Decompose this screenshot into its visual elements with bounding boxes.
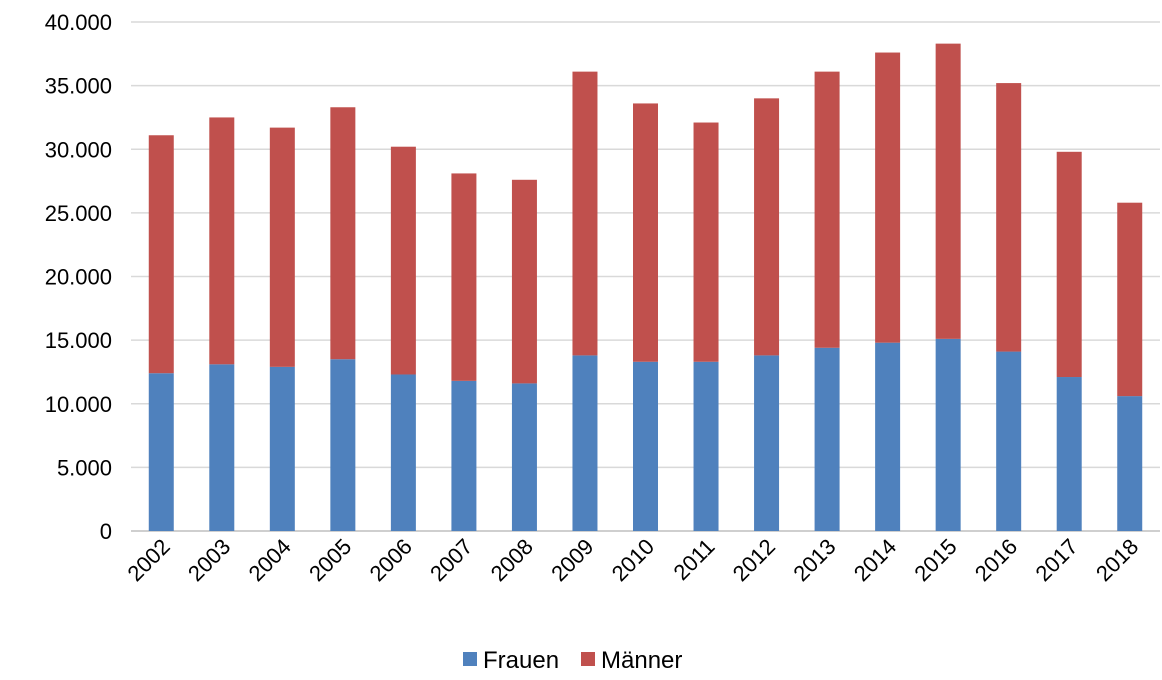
bar-frauen-2018 — [1117, 396, 1143, 531]
bar-frauen-2011 — [693, 361, 719, 531]
legend-label-frauen: Frauen — [483, 647, 559, 674]
x-axis-tick-labels: 2002 2003 2004 2005 2006 2007 2008 2009 2010 2011… — [123, 534, 1144, 586]
x-tick-label: 2018 — [1091, 534, 1143, 586]
x-tick-label: 2012 — [728, 534, 780, 586]
bar-frauen-2004 — [269, 366, 295, 531]
y-tick-label: 30.000 — [45, 137, 112, 162]
y-tick-label: 10.000 — [45, 392, 112, 417]
bar-m-nner-2009 — [572, 71, 598, 356]
bar-m-nner-2002 — [148, 135, 174, 374]
x-tick-label: 2016 — [970, 534, 1022, 586]
x-tick-label: 2004 — [244, 534, 296, 586]
bar-m-nner-2014 — [875, 52, 901, 343]
legend: Frauen Männer — [463, 647, 682, 674]
bar-frauen-2009 — [572, 355, 598, 531]
x-tick-label: 2014 — [849, 534, 901, 586]
x-tick-label: 2006 — [365, 534, 417, 586]
bar-m-nner-2007 — [451, 173, 477, 381]
bar-m-nner-2012 — [754, 98, 780, 356]
bar-frauen-2010 — [633, 361, 658, 531]
x-tick-label: 2008 — [486, 534, 538, 586]
y-tick-label: 5.000 — [57, 455, 112, 480]
bar-m-nner-2005 — [330, 107, 356, 360]
bar-m-nner-2004 — [269, 127, 295, 367]
bar-m-nner-2006 — [390, 146, 416, 375]
bar-frauen-2017 — [1056, 377, 1082, 531]
bar-frauen-2012 — [754, 355, 780, 531]
y-tick-label: 25.000 — [45, 201, 112, 226]
bar-frauen-2006 — [390, 374, 416, 531]
x-tick-label: 2005 — [304, 534, 356, 586]
x-tick-label: 2009 — [546, 534, 598, 586]
bar-m-nner-2015 — [935, 43, 961, 339]
bar-frauen-2008 — [511, 383, 537, 531]
bar-m-nner-2018 — [1117, 202, 1143, 397]
x-tick-label: 2010 — [607, 534, 659, 586]
bar-m-nner-2013 — [814, 71, 840, 348]
bar-frauen-2007 — [451, 380, 477, 531]
bar-frauen-2013 — [814, 347, 840, 531]
bars — [148, 43, 1143, 531]
y-tick-label: 20.000 — [45, 265, 112, 290]
x-tick-label: 2007 — [425, 534, 477, 586]
bar-m-nner-2003 — [209, 117, 235, 365]
bar-frauen-2016 — [996, 351, 1022, 531]
bar-m-nner-2016 — [996, 83, 1022, 352]
legend-swatch-m-nner — [581, 652, 595, 666]
legend-label-m-nner: Männer — [601, 647, 682, 674]
x-tick-label: 2002 — [123, 534, 175, 586]
bar-frauen-2003 — [209, 364, 235, 531]
y-tick-label: 15.000 — [45, 328, 112, 353]
bar-frauen-2002 — [148, 373, 174, 531]
x-tick-label: 2013 — [788, 534, 840, 586]
y-tick-label: 40.000 — [45, 10, 112, 35]
y-tick-label: 0 — [100, 519, 112, 544]
x-tick-label: 2003 — [183, 534, 235, 586]
x-tick-label: 2015 — [909, 534, 961, 586]
bar-frauen-2005 — [330, 359, 356, 531]
legend-swatch-frauen — [463, 652, 477, 666]
bar-m-nner-2017 — [1056, 151, 1082, 378]
x-tick-label: 2011 — [668, 534, 719, 585]
y-axis-tick-labels: 0 5.000 10.000 15.000 20.000 25.000 30.000 35.0… — [45, 10, 112, 544]
bar-m-nner-2010 — [633, 103, 658, 362]
bar-m-nner-2011 — [693, 122, 719, 362]
bar-m-nner-2008 — [511, 179, 537, 384]
bar-frauen-2014 — [875, 342, 901, 531]
x-tick-label: 2017 — [1030, 534, 1082, 586]
bar-frauen-2015 — [935, 338, 961, 531]
y-tick-label: 35.000 — [45, 74, 112, 99]
